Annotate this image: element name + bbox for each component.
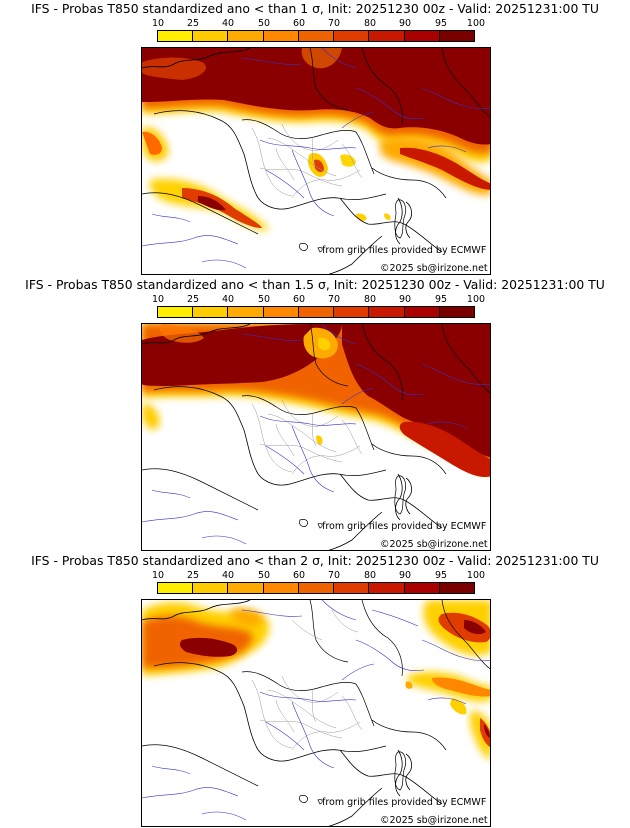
colorbar-segment	[298, 31, 335, 41]
regional-borders	[251, 609, 363, 751]
colorbar-segment	[158, 583, 194, 593]
colorbar-segment	[369, 307, 405, 317]
colorbar-segment	[193, 583, 229, 593]
colorbar-segment	[439, 307, 474, 317]
colorbar-segment	[404, 307, 440, 317]
colorbar-segment	[439, 31, 474, 41]
colorbar-tick: 70	[327, 570, 341, 581]
copyright-credit: ©2025 sb@irizone.net	[380, 815, 488, 826]
colorbar-tick: 10	[151, 570, 165, 581]
colorbar-segment	[369, 583, 405, 593]
colorbar-segment	[439, 583, 474, 593]
colorbar-tick: 60	[292, 294, 306, 305]
colorbar-segment	[193, 307, 229, 317]
colorbar-tick: 50	[257, 570, 271, 581]
colorbar	[157, 582, 475, 594]
colorbar-segment	[228, 31, 264, 41]
colorbar-tick: 95	[434, 294, 448, 305]
colorbar-tick: 25	[186, 570, 200, 581]
colorbar-tick: 70	[327, 18, 341, 29]
colorbar-tick: 90	[398, 570, 412, 581]
colorbar-tick: 10	[151, 294, 165, 305]
probability-field	[142, 48, 490, 231]
colorbar-tick: 100	[466, 294, 486, 305]
country-borders	[142, 600, 490, 787]
colorbar-tick: 95	[434, 570, 448, 581]
colorbar-segment	[263, 31, 299, 41]
country-borders	[142, 324, 490, 511]
map-svg	[142, 600, 490, 826]
rivers	[142, 48, 490, 269]
colorbar-tick: 40	[221, 570, 235, 581]
colorbar-segment	[404, 31, 440, 41]
panel-title: IFS - Probas T850 standardized ano < tha…	[25, 277, 605, 292]
islands	[299, 751, 406, 805]
copyright-credit: ©2025 sb@irizone.net	[380, 539, 488, 550]
colorbar-labels: 10 25 40 50 60 70 80 90 95 100	[142, 570, 492, 581]
colorbar-tick: 100	[466, 18, 486, 29]
colorbar-labels: 10 25 40 50 60 70 80 90 95 100	[142, 18, 492, 29]
country-borders	[142, 48, 490, 235]
colorbar-segment	[334, 31, 370, 41]
colorbar-segment	[158, 31, 194, 41]
colorbar-tick: 25	[186, 18, 200, 29]
colorbar-segment	[228, 583, 264, 593]
colorbar-labels: 10 25 40 50 60 70 80 90 95 100	[142, 294, 492, 305]
colorbar-segment	[298, 307, 335, 317]
colorbar	[157, 30, 475, 42]
panel-title: IFS - Probas T850 standardized ano < tha…	[31, 553, 599, 568]
probability-field	[142, 600, 490, 760]
colorbar	[157, 306, 475, 318]
colorbar-tick: 60	[292, 570, 306, 581]
copyright-credit: ©2025 sb@irizone.net	[380, 263, 488, 274]
map-frame	[141, 323, 491, 551]
colorbar-tick: 80	[363, 294, 377, 305]
colorbar-tick: 90	[398, 18, 412, 29]
colorbar-segment	[193, 31, 229, 41]
rivers	[142, 600, 490, 821]
colorbar-segment	[298, 583, 335, 593]
map-frame	[141, 599, 491, 827]
colorbar-segment	[158, 307, 194, 317]
colorbar-segment	[228, 307, 264, 317]
map-panel-3: IFS - Probas T850 standardized ano < tha…	[0, 552, 630, 828]
colorbar-tick: 70	[327, 294, 341, 305]
data-source-credit: from grib files provided by ECMWF	[322, 797, 487, 808]
map-panel-2: IFS - Probas T850 standardized ano < tha…	[0, 276, 630, 552]
colorbar-tick: 40	[221, 18, 235, 29]
coastlines	[142, 48, 443, 274]
colorbar-segment	[404, 583, 440, 593]
panel-title: IFS - Probas T850 standardized ano < tha…	[31, 1, 599, 16]
map-panel-1: IFS - Probas T850 standardized ano < tha…	[0, 0, 630, 276]
regional-borders	[251, 399, 363, 475]
colorbar-tick: 50	[257, 294, 271, 305]
probability-field	[142, 324, 490, 477]
colorbar-tick: 60	[292, 18, 306, 29]
colorbar-tick: 95	[434, 18, 448, 29]
rivers	[142, 324, 490, 545]
colorbar-segment	[369, 31, 405, 41]
colorbar-tick: 50	[257, 18, 271, 29]
map-frame	[141, 47, 491, 275]
data-source-credit: from grib files provided by ECMWF	[322, 521, 487, 532]
colorbar-segment	[334, 307, 370, 317]
colorbar-tick: 80	[363, 570, 377, 581]
colorbar-tick: 25	[186, 294, 200, 305]
data-source-credit: from grib files provided by ECMWF	[322, 245, 487, 256]
colorbar-tick: 100	[466, 570, 486, 581]
regional-borders	[251, 123, 363, 199]
colorbar-tick: 80	[363, 18, 377, 29]
colorbar-segment	[263, 307, 299, 317]
colorbar-segment	[263, 583, 299, 593]
map-svg	[142, 48, 490, 274]
coastlines	[142, 324, 443, 550]
colorbar-tick: 90	[398, 294, 412, 305]
islands	[299, 475, 406, 529]
colorbar-tick: 40	[221, 294, 235, 305]
islands	[299, 199, 406, 253]
colorbar-tick: 10	[151, 18, 165, 29]
map-svg	[142, 324, 490, 550]
coastlines	[142, 600, 443, 826]
colorbar-segment	[334, 583, 370, 593]
